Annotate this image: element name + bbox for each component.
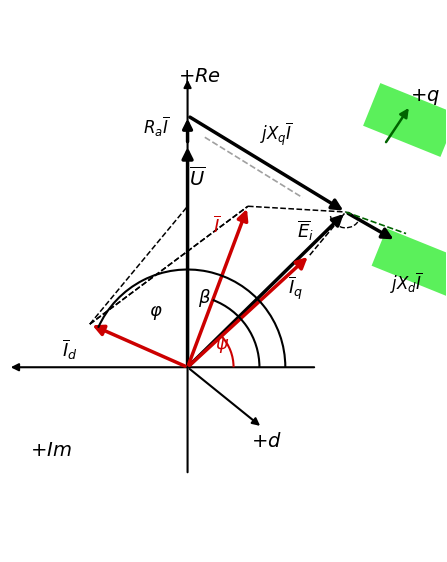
- Text: $+q$: $+q$: [410, 87, 440, 107]
- Text: $\beta$: $\beta$: [198, 287, 211, 309]
- Text: $\overline{I}$: $\overline{I}$: [213, 216, 220, 237]
- Text: $\overline{E}_i$: $\overline{E}_i$: [297, 219, 314, 243]
- Polygon shape: [371, 228, 447, 299]
- Text: $\overline{U}$: $\overline{U}$: [190, 166, 206, 189]
- Text: $\overline{I}_q$: $\overline{I}_q$: [288, 274, 303, 302]
- Text: $+Re$: $+Re$: [177, 68, 220, 86]
- Text: $+Im$: $+Im$: [30, 442, 72, 460]
- Text: $jX_q\overline{I}$: $jX_q\overline{I}$: [260, 121, 293, 148]
- Text: $\varphi$: $\varphi$: [149, 303, 163, 321]
- Text: $+d$: $+d$: [251, 433, 282, 451]
- Text: $R_a\overline{I}$: $R_a\overline{I}$: [143, 115, 169, 139]
- Text: $\overline{I}_d$: $\overline{I}_d$: [62, 338, 77, 362]
- Polygon shape: [363, 83, 447, 157]
- Text: $\psi$: $\psi$: [215, 337, 229, 355]
- Text: $jX_d\overline{I}$: $jX_d\overline{I}$: [390, 271, 422, 296]
